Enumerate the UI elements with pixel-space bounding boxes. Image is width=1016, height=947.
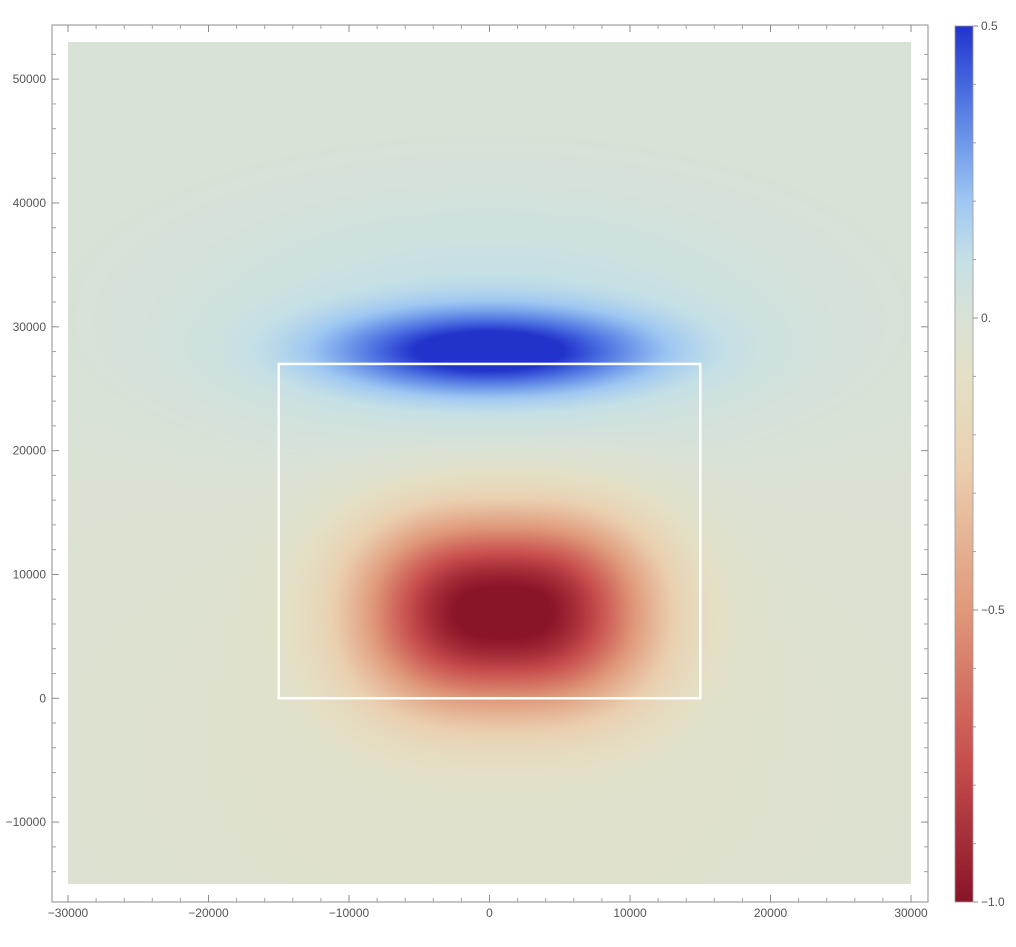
colorbar-tick-label: 0. xyxy=(981,311,991,325)
source-rectangle xyxy=(277,362,702,700)
colorbar-tick-label: −0.5 xyxy=(981,603,1005,617)
y-tick-label: 40000 xyxy=(13,196,47,210)
density-plot xyxy=(68,42,911,884)
x-tick-label: −30000 xyxy=(48,906,89,920)
x-tick-label: −10000 xyxy=(329,906,370,920)
y-tick-label: 30000 xyxy=(13,320,47,334)
x-axis: −30000 −20000 −10000 0 10000 20000 30000 xyxy=(48,25,928,920)
colorbar-tick-label: 0.5 xyxy=(981,19,998,33)
axis-frame xyxy=(51,24,929,903)
y-tick-label: 50000 xyxy=(13,72,47,86)
plot-frame xyxy=(51,24,929,903)
x-tick-label: 30000 xyxy=(894,906,928,920)
colorbar-frame xyxy=(954,25,974,903)
y-tick-label: 0 xyxy=(39,691,46,705)
colorbar-gradient xyxy=(955,26,973,902)
y-tick-label: 10000 xyxy=(13,567,47,581)
x-tick-label: 10000 xyxy=(613,906,647,920)
colorbar-axis: −1.0 −0.5 0. 0.5 xyxy=(954,19,1005,909)
colorbar-tick-label: −1.0 xyxy=(981,895,1005,909)
y-tick-label: −10000 xyxy=(6,815,47,829)
y-axis: −10000 0 10000 20000 30000 40000 50000 xyxy=(6,53,928,873)
x-tick-label: −20000 xyxy=(188,906,229,920)
x-tick-label: 20000 xyxy=(754,906,788,920)
y-tick-label: 20000 xyxy=(13,444,47,458)
x-tick-label: 0 xyxy=(486,906,493,920)
